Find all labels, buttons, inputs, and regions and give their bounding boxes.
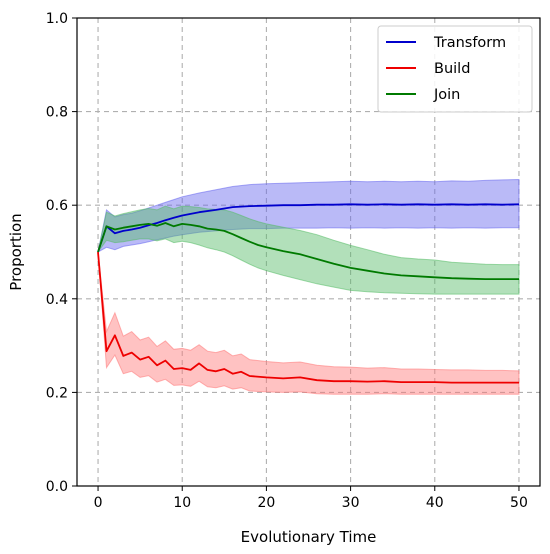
x-tick-label: 0 — [94, 495, 103, 511]
x-tick-label: 40 — [426, 495, 444, 511]
legend-box — [377, 25, 533, 113]
y-tick-label: 0.8 — [46, 105, 68, 121]
x-axis-title: Evolutionary Time — [241, 528, 377, 546]
legend-label-join: Join — [433, 87, 460, 103]
plot-frame — [76, 17, 541, 487]
y-axis-title: Proportion — [7, 213, 25, 290]
build-series-line — [97, 251, 519, 384]
legend-label-transform: Transform — [433, 35, 506, 51]
y-tick-label: 0.2 — [46, 385, 68, 401]
ticks: 0 10 20 30 40 50 0.0 0.2 0.4 0.6 0.8 1.0 — [46, 11, 528, 511]
legend: Transform Build Join — [377, 25, 533, 113]
y-tick-label: 0.0 — [46, 479, 68, 495]
y-tick-label: 0.6 — [46, 198, 68, 214]
transform-series-line — [97, 203, 520, 253]
x-tick-label: 10 — [173, 495, 191, 511]
x-tick-label: 30 — [342, 495, 360, 511]
join-series-line — [97, 222, 519, 281]
y-tick-label: 0.4 — [46, 292, 68, 308]
series-lines — [97, 203, 520, 384]
legend-label-build: Build — [434, 61, 470, 77]
x-tick-label: 20 — [257, 495, 275, 511]
transform-confidence-band — [97, 178, 520, 253]
x-tick-label: 50 — [510, 495, 528, 511]
y-tick-label: 1.0 — [46, 11, 68, 27]
